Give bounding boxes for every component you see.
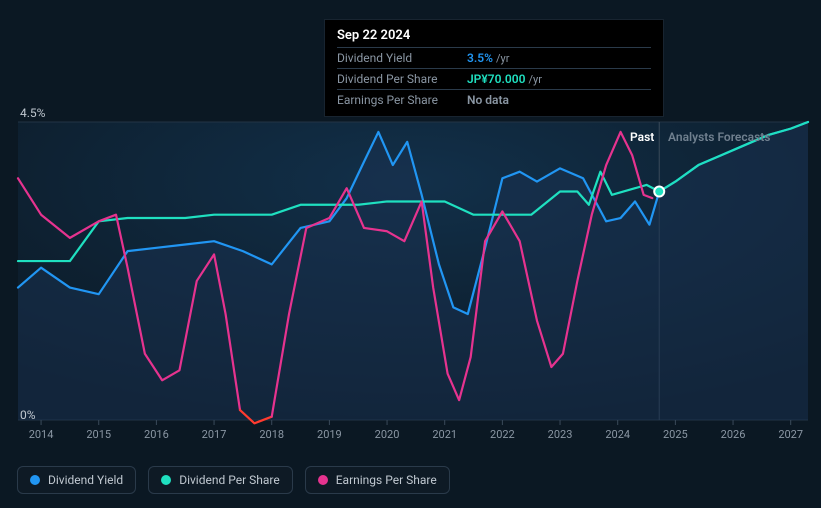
x-axis-tick-label: 2023: [548, 428, 573, 441]
legend-dot-icon: [161, 475, 171, 485]
tooltip-row: Dividend Per ShareJP¥70.000/yr: [337, 68, 651, 89]
legend-dot-icon: [30, 475, 40, 485]
past-label: Past: [630, 130, 654, 144]
legend-label: Earnings Per Share: [336, 473, 437, 487]
tooltip-date: Sep 22 2024: [337, 28, 651, 43]
x-axis-tick-label: 2014: [29, 428, 54, 441]
legend-label: Dividend Yield: [48, 473, 123, 487]
x-axis-tick-label: 2019: [317, 428, 342, 441]
y-axis-max-label: 4.5%: [20, 106, 45, 120]
legend-item-earnings-per-share[interactable]: Earnings Per Share: [305, 466, 450, 494]
tooltip-value: 3.5%: [467, 51, 493, 65]
tooltip-row: Dividend Yield3.5%/yr: [337, 47, 651, 68]
tooltip-value: No data: [467, 93, 509, 107]
x-axis-tick-label: 2025: [663, 428, 688, 441]
tooltip-unit: /yr: [528, 73, 541, 86]
x-axis-tick-label: 2022: [490, 428, 515, 441]
tooltip-value: JP¥70.000: [467, 72, 525, 86]
x-axis-tick-label: 2016: [144, 428, 169, 441]
tooltip-key: Earnings Per Share: [337, 93, 467, 107]
tooltip-key: Dividend Per Share: [337, 72, 467, 86]
x-axis-tick-label: 2024: [605, 428, 630, 441]
x-axis-labels: 2014 2015 2016 2017 2018 2019 2020 2021 2022 2023…: [0, 428, 821, 448]
y-axis-min-label: 0%: [20, 408, 36, 422]
x-axis-tick-label: 2018: [259, 428, 284, 441]
x-axis-tick-label: 2020: [375, 428, 400, 441]
x-axis-tick-label: 2021: [432, 428, 457, 441]
tooltip-row: Earnings Per ShareNo data: [337, 89, 651, 110]
tooltip-key: Dividend Yield: [337, 51, 467, 65]
legend-label: Dividend Per Share: [179, 473, 280, 487]
legend-item-dividend-per-share[interactable]: Dividend Per Share: [148, 466, 293, 494]
legend-item-dividend-yield[interactable]: Dividend Yield: [17, 466, 136, 494]
x-axis-tick-label: 2017: [202, 428, 227, 441]
legend: Dividend Yield Dividend Per Share Earnin…: [17, 466, 450, 494]
dividend-chart-container: { "chart": { "type": "line", "background…: [0, 0, 821, 508]
x-axis-tick-label: 2026: [721, 428, 746, 441]
legend-dot-icon: [318, 475, 328, 485]
chart-tooltip: Sep 22 2024 Dividend Yield3.5%/yrDividen…: [324, 19, 664, 117]
x-axis-tick-label: 2027: [778, 428, 803, 441]
tooltip-unit: /yr: [496, 52, 509, 65]
forecast-label: Analysts Forecasts: [668, 130, 770, 144]
x-axis-tick-label: 2015: [86, 428, 111, 441]
